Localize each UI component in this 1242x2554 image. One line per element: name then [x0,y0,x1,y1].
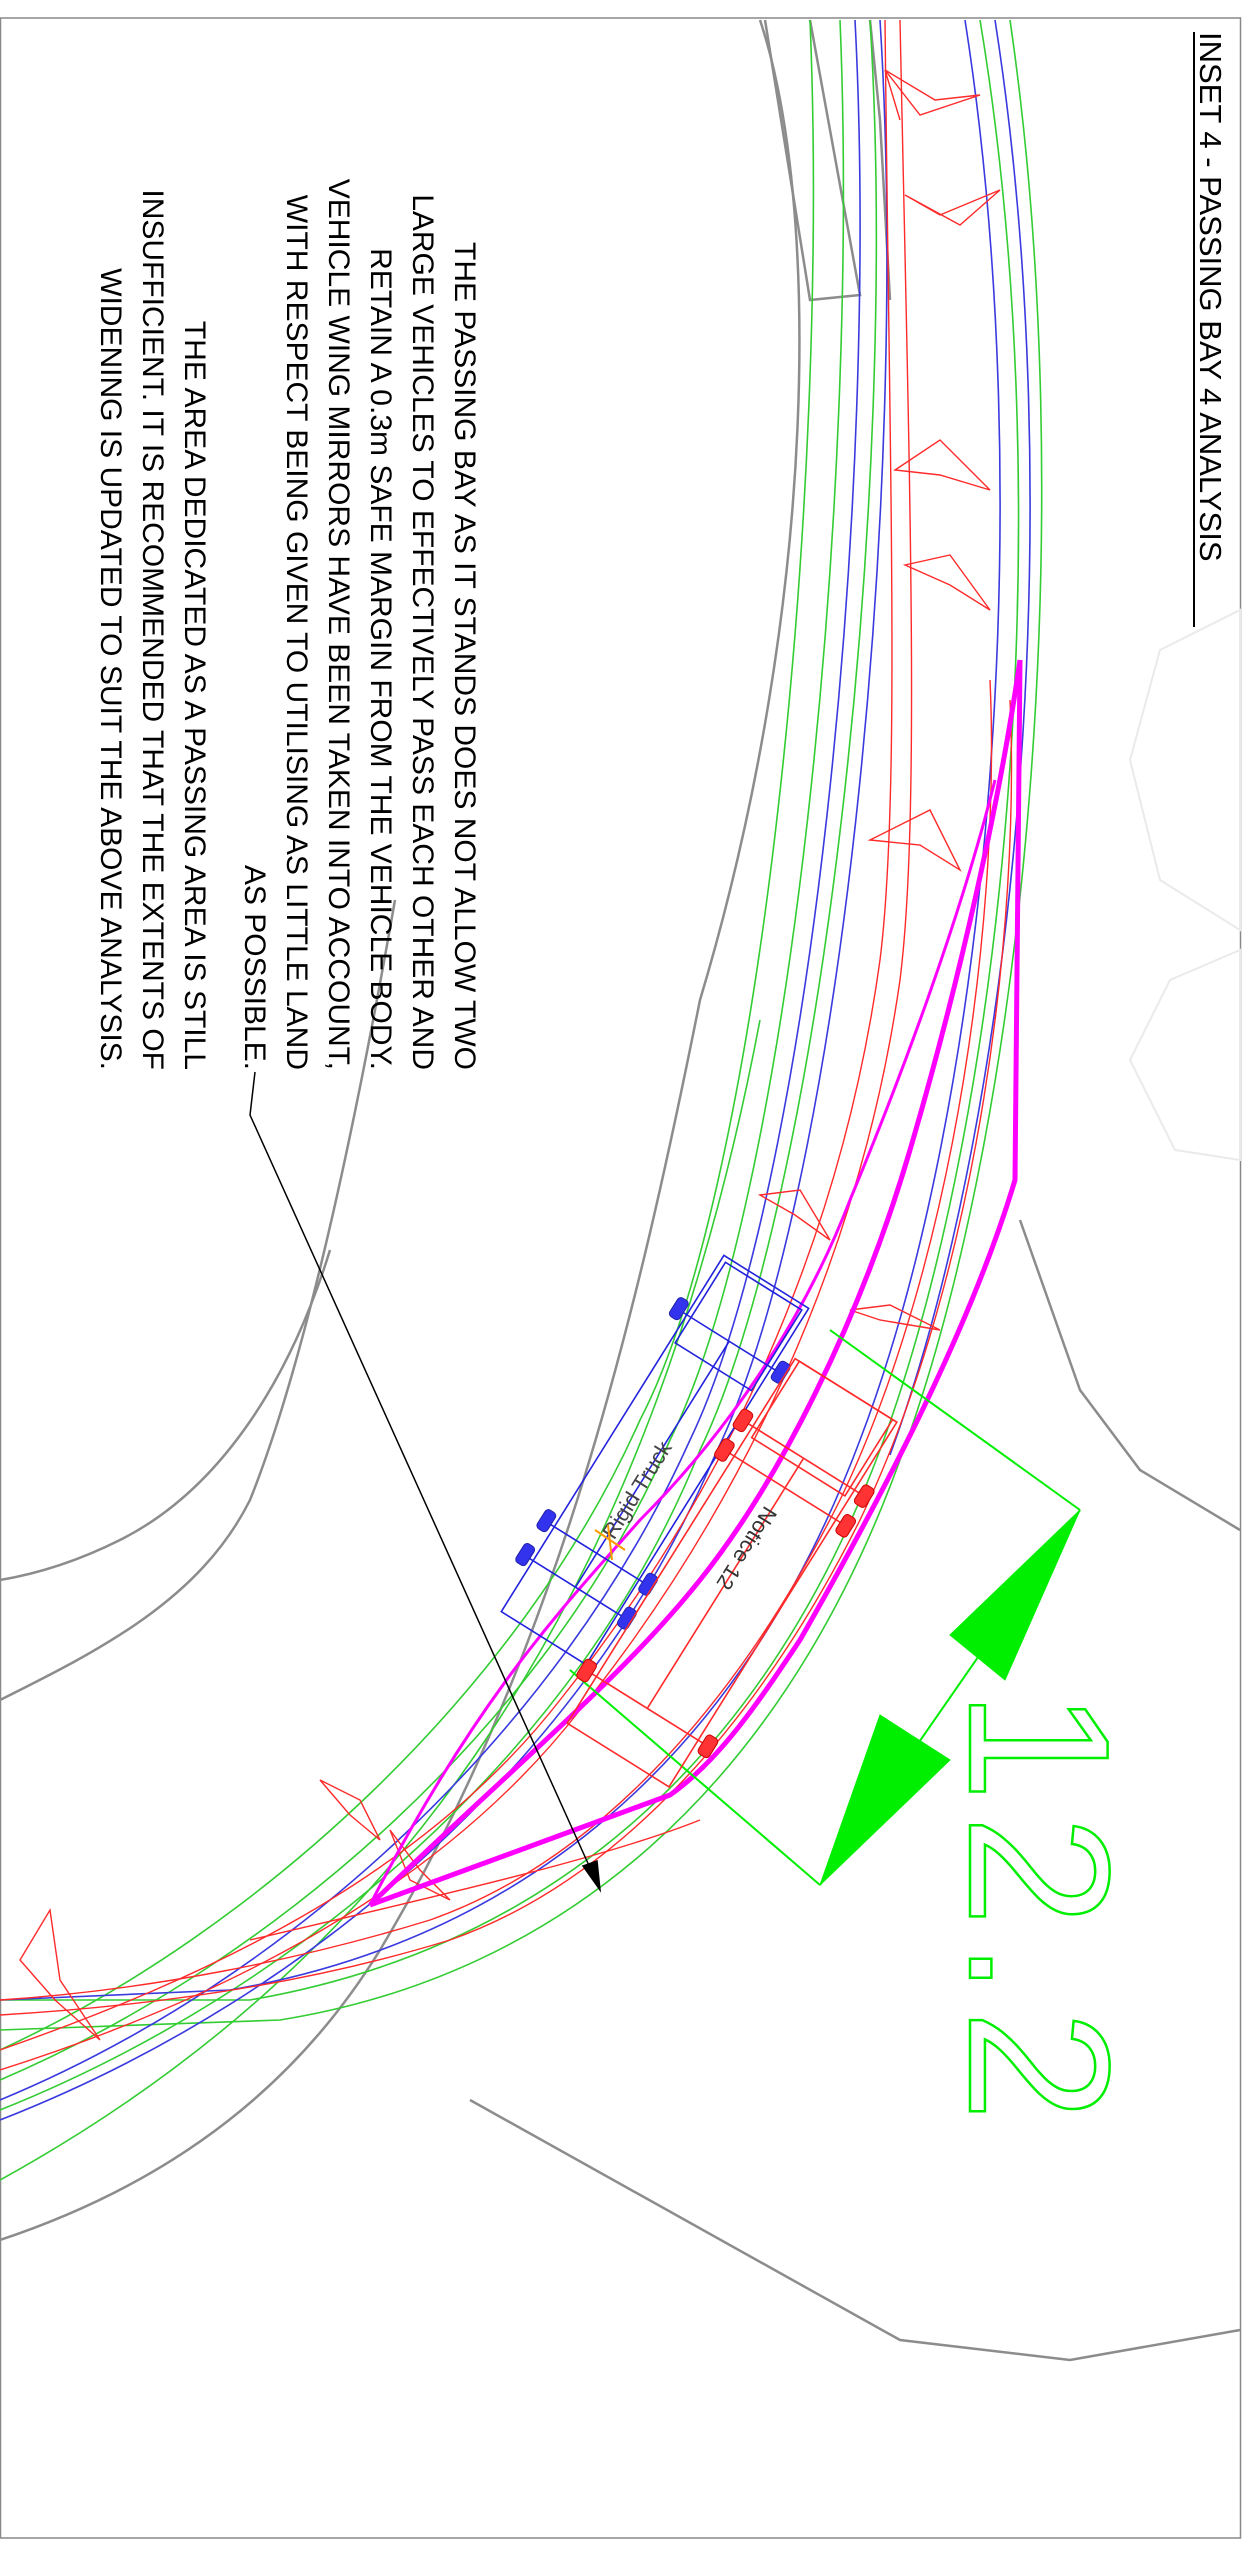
vehicle-blue-wheel [638,1572,659,1596]
dimension-extension-bottom [569,1669,821,1886]
boundary-inner-west [0,899,397,1702]
faint-outlines [1128,608,1241,1162]
inset-title: INSET 4 - PASSING BAY 4 ANALYSIS [1193,32,1228,562]
boundary-sw-pad [469,2098,1241,2362]
note-passing-bay: THE PASSING BAY AS IT STANDS DOES NOT AL… [238,179,481,1070]
kerb-island [763,19,862,302]
vehicle-red-wheel [835,1514,857,1538]
vehicle-blue-wheel [668,1297,689,1321]
widening-outline [368,659,1023,1908]
vehicle-red-axle-1 [591,1673,703,1744]
annotation-block: INSET 4 - PASSING BAY 4 ANALYSIS THE PAS… [94,32,1228,1070]
road-green-2 [0,19,845,2081]
note2-line: WIDENING IS UPDATED TO SUIT THE ABOVE AN… [94,268,127,1070]
boundary-lines [0,19,1241,2362]
note1-line: AS POSSIBLE. [238,865,271,1070]
boundary-ne-corner [1018,1219,1241,1532]
dimension-arrow-bottom [819,1714,951,1886]
note1-line: VEHICLE WING MIRRORS HAVE BEEN TAKEN INT… [322,179,355,1070]
note1-line: THE PASSING BAY AS IT STANDS DOES NOT AL… [448,242,481,1070]
note2-line: THE AREA DEDICATED AS A PASSING AREA IS … [178,321,211,1070]
vehicle-red-wheel [714,1438,735,1462]
vehicle-blue-axle-1 [528,1557,623,1618]
swept-red-1 [0,19,893,2051]
chevron-3 [893,439,991,491]
dimension-annotation: 12.2 [569,1329,1151,2137]
chevron-9 [389,1829,451,1901]
swept-path-red [0,19,1013,2071]
faint-polygon-upper [1128,608,1241,932]
road-blue-1 [0,19,861,2101]
vehicle-blue-body [500,1254,810,1666]
leader-line [249,1071,601,1891]
dimension-value: 12.2 [927,1690,1150,2135]
vehicle-red-wheel [697,1734,719,1759]
widening-outline-outer [369,659,1023,1908]
chevron-1 [884,69,981,121]
dimension-extension-top [829,1329,1081,1511]
boundary-lower-west [0,1249,332,1582]
chevron-2 [904,189,1001,226]
note2-line: INSUFFICIENT. IT IS RECOMMENDED THAT THE… [136,189,169,1070]
note1-line: RETAIN A 0.3m SAFE MARGIN FROM THE VEHIC… [364,248,397,1070]
chevron-4 [902,554,991,611]
faint-polygon-lower [1128,948,1241,1162]
boundary-outer-east [0,19,801,2242]
dimension-arrow-top [949,1509,1081,1681]
road-green-3 [0,19,815,2051]
chevron-6 [757,1189,831,1241]
leader-arrowhead [581,1859,602,1893]
chevron-8 [319,1779,381,1841]
chevron-10 [19,1907,101,2041]
swept-red-3 [0,679,993,2001]
road-green-6 [0,1019,761,2181]
vehicle-blue-axle-3 [682,1311,777,1372]
vehicle-centre-marker [594,1524,626,1561]
road-blue-2 [0,19,888,2121]
swept-red-2 [0,19,913,2071]
vehicle-red-wheel [576,1658,597,1683]
vehicle-blue-wheel [536,1509,557,1533]
sheet-frame [0,17,1242,2539]
vehicle-blue-wheel [617,1606,637,1630]
chevron-7 [849,1304,941,1331]
road-lines-green [0,19,1043,2181]
vehicle-blue-wheel [770,1360,791,1384]
note-leader [249,1071,602,1893]
road-blue-3 [0,19,1001,2001]
road-green-5 [0,19,1043,2031]
vehicle-red-spine [646,1457,805,1709]
widening-outline-inner [368,659,1023,1907]
chevron-5 [867,809,962,872]
swept-path-chevrons [19,69,1001,2041]
note1-line: WITH RESPECT BEING GIVEN TO UTILISING AS… [280,195,313,1070]
swept-red-4 [0,699,1013,2016]
note-recommendation: THE AREA DEDICATED AS A PASSING AREA IS … [94,189,211,1070]
vehicle-blue-wheel [515,1543,536,1567]
swept-red-5 [249,1819,701,1941]
widening-outline-inner-2 [368,779,997,1906]
vehicle-red-wheel [732,1408,754,1433]
note1-line: LARGE VEHICLES TO EFFECTIVELY PASS EACH … [406,194,439,1070]
vehicle-red-wheel [853,1484,875,1508]
vehicle-blue-spine [574,1340,730,1588]
road-green-4 [0,19,1020,2001]
